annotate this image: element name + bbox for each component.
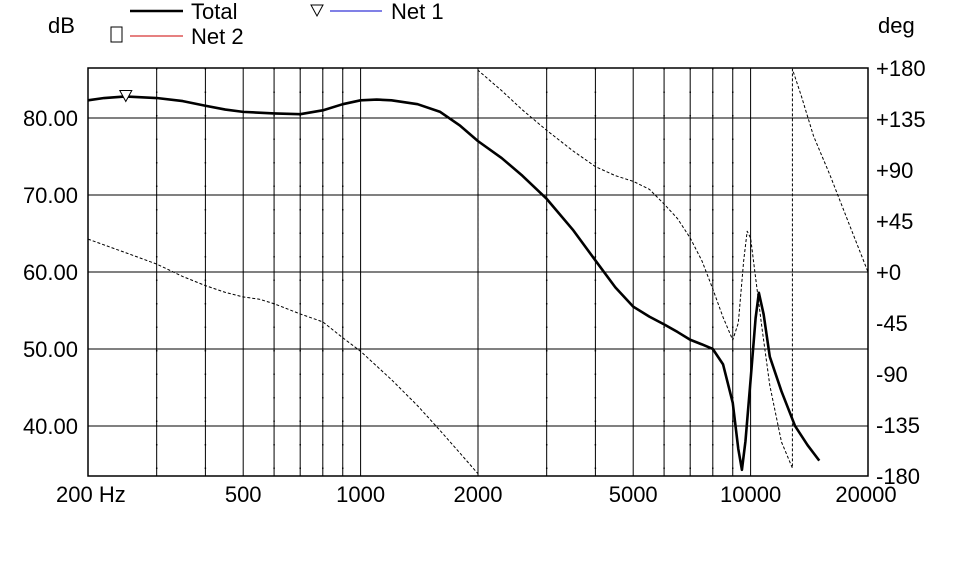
phase-series-line — [87, 68, 869, 475]
y-right-tick-label: -180 — [876, 464, 920, 489]
x-tick-label: 5000 — [609, 482, 658, 507]
axes: 40.00 50.00 60.00 70.00 80.00 dB +180 +135 +90 +4… — [23, 13, 926, 507]
y-left-tick-label: 40.00 — [23, 414, 78, 439]
x-tick-label: 10000 — [720, 482, 781, 507]
y-right-tick-label: -90 — [876, 362, 908, 387]
legend-net1-label: Net 1 — [391, 0, 444, 24]
legend-net2-marker — [110, 26, 123, 43]
magnitude-series-line — [87, 95, 821, 472]
y-right-tick-label: -135 — [876, 413, 920, 438]
plot-area — [87, 68, 869, 475]
y-right-tick-label: +90 — [876, 158, 913, 183]
y-right-tick-label: +45 — [876, 209, 913, 234]
legend-net1-marker — [310, 4, 324, 18]
x-tick-label: 500 — [225, 482, 262, 507]
plot-frame — [87, 67, 869, 477]
y-left-tick-label: 70.00 — [23, 183, 78, 208]
y-right-tick-label: +135 — [876, 107, 926, 132]
y-left-tick-label: 80.00 — [23, 106, 78, 131]
y-right-unit-label: deg — [878, 13, 915, 38]
y-right-tick-label: -45 — [876, 311, 908, 336]
x-tick-label: 200 Hz — [56, 482, 126, 507]
legend-total-label: Total — [191, 0, 237, 24]
y-left-tick-label: 50.00 — [23, 337, 78, 362]
y-left-unit-label: dB — [48, 13, 75, 38]
y-right-tick-label: +0 — [876, 260, 901, 285]
grid — [87, 68, 869, 476]
x-tick-label: 2000 — [454, 482, 503, 507]
legend-net2-label: Net 2 — [191, 24, 244, 49]
x-tick-label: 20000 — [835, 482, 896, 507]
net1-marker — [118, 89, 133, 103]
legend: Total Net 1 Net 2 — [110, 0, 444, 49]
x-tick-label: 1000 — [336, 482, 385, 507]
y-left-tick-label: 60.00 — [23, 260, 78, 285]
y-right-tick-label: +180 — [876, 56, 926, 81]
